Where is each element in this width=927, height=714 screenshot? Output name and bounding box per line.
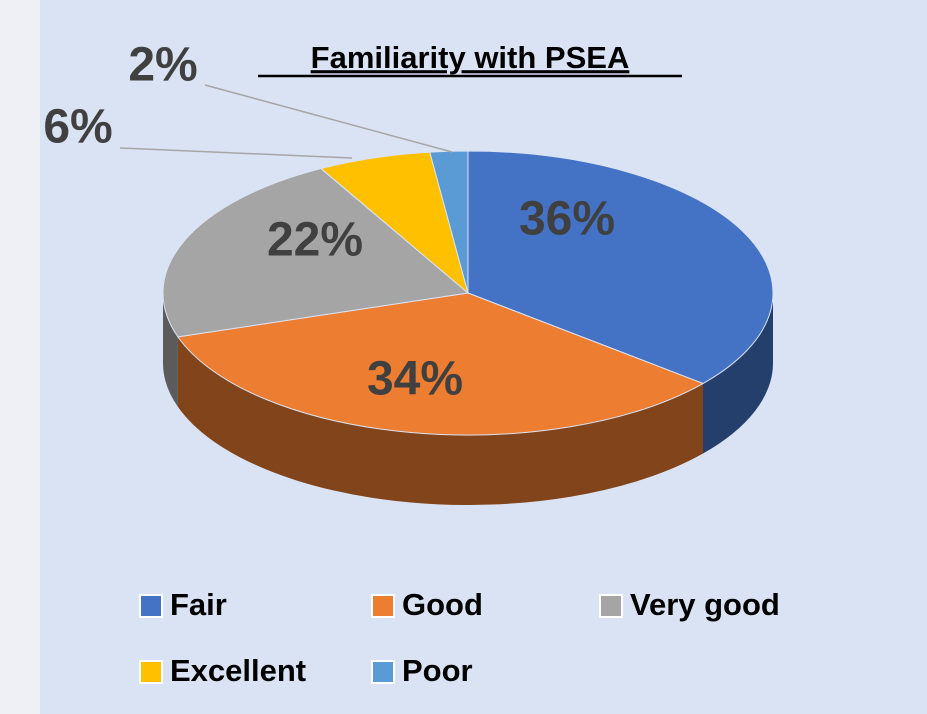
data-label: 34% (367, 353, 463, 406)
legend-label: Excellent (170, 653, 306, 688)
slice-side (177, 336, 704, 505)
slice (467, 150, 774, 385)
slice-side (703, 293, 773, 454)
chart-title: Familiarity with PSEA (311, 40, 630, 75)
legend-swatch (599, 594, 623, 618)
leader-line (204, 84, 453, 153)
legend-label: Fair (170, 587, 227, 622)
legend-swatch (371, 594, 395, 618)
legend-label: Good (402, 587, 483, 622)
legend-swatch (139, 660, 163, 684)
legend-swatch (371, 660, 395, 684)
slice-side (163, 293, 178, 407)
data-label: 22% (267, 214, 363, 267)
data-label: 36% (519, 193, 615, 246)
legend-label: Very good (630, 587, 780, 622)
legend-swatch (139, 594, 163, 618)
data-label: 2% (128, 39, 197, 92)
slice (177, 292, 705, 436)
data-label: 6% (43, 101, 112, 154)
leader-line (119, 147, 353, 159)
slice (162, 168, 470, 338)
legend-label: Poor (402, 653, 473, 688)
